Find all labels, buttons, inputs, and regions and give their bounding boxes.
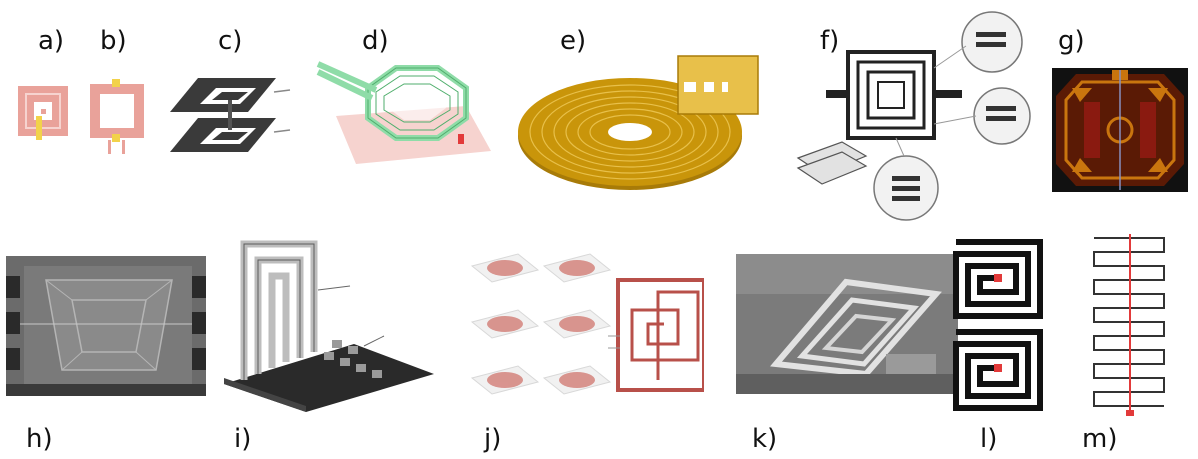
- panel-label-l: l): [980, 424, 998, 454]
- panel-m-meander-coil: [1093, 234, 1165, 416]
- panel-label-a: a): [38, 26, 65, 56]
- panel-d-octagonal-coil: [316, 61, 491, 164]
- panel-l-square-spirals: [953, 239, 1043, 411]
- panel-label-e: e): [560, 26, 587, 56]
- panel-label-c: c): [218, 26, 243, 56]
- panel-label-j: j): [484, 424, 502, 454]
- panel-c-stacked-coils: [170, 78, 291, 152]
- panel-i-vertical-coil: [224, 240, 434, 412]
- panel-label-f: f): [820, 26, 840, 56]
- panel-label-b: b): [100, 26, 127, 56]
- panel-label-h: h): [26, 424, 53, 454]
- panel-k-sem-suspended-coil: [736, 254, 958, 394]
- panel-label-d: d): [362, 26, 389, 56]
- panel-label-k: k): [752, 424, 778, 454]
- panel-h-sem-image: [6, 256, 206, 396]
- panel-label-i: i): [234, 424, 252, 454]
- panel-f-coil-with-details: [796, 11, 1031, 221]
- panel-label-m: m): [1082, 424, 1118, 454]
- panel-e-gold-spiral: [518, 55, 759, 190]
- panel-label-g: g): [1058, 26, 1085, 56]
- panel-a-planar-coil: [18, 86, 68, 140]
- panel-g-chip-layout: [1052, 68, 1188, 192]
- panel-b-planar-coil: [90, 79, 144, 154]
- panel-j-coil-array: [470, 253, 704, 395]
